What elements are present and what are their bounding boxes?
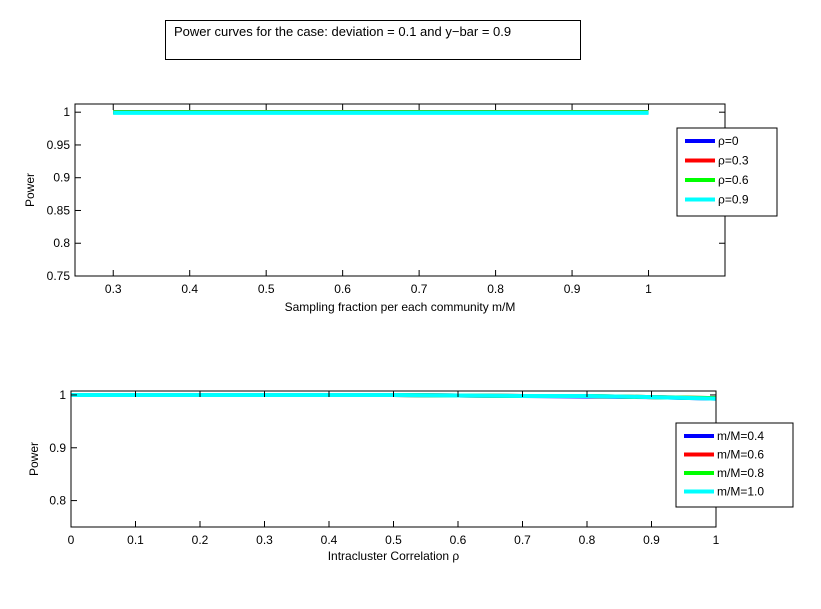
x-tick-label: 0.5 bbox=[258, 282, 275, 296]
x-tick-label: 0.3 bbox=[105, 282, 122, 296]
y-tick-label: 0.8 bbox=[53, 236, 70, 250]
x-tick-label: 1 bbox=[645, 282, 652, 296]
x-tick-label: 0.4 bbox=[181, 282, 198, 296]
figure-title: Power curves for the case: deviation = 0… bbox=[174, 24, 512, 39]
axes-box bbox=[70, 390, 717, 528]
x-tick-label: 0 bbox=[68, 533, 75, 547]
legend: ρ=0 ρ=0.3 ρ=0.6 ρ=0.9 bbox=[676, 127, 778, 217]
y-axis-label: Power bbox=[23, 173, 37, 207]
legend-label: ρ=0.3 bbox=[718, 154, 749, 168]
x-tick-label: 0.1 bbox=[127, 533, 144, 547]
y-tick-label: 0.85 bbox=[47, 203, 71, 217]
x-tick-label: 0.9 bbox=[643, 533, 660, 547]
y-tick-label: 0.9 bbox=[49, 441, 66, 455]
legend: m/M=0.4 m/M=0.6 m/M=0.8 m/M=1.0 bbox=[675, 422, 794, 508]
axes-box bbox=[74, 103, 726, 277]
y-tick-label: 1 bbox=[59, 388, 66, 402]
y-tick-label: 0.75 bbox=[47, 269, 71, 283]
y-tick-label: 0.95 bbox=[47, 138, 71, 152]
y-tick-label: 1 bbox=[63, 105, 70, 119]
x-tick-label: 0.3 bbox=[256, 533, 273, 547]
x-tick-label: 0.7 bbox=[411, 282, 428, 296]
y-tick-label: 0.8 bbox=[49, 494, 66, 508]
legend-label: m/M=1.0 bbox=[717, 485, 764, 499]
x-axis-label: Intracluster Correlation ρ bbox=[328, 549, 460, 563]
x-tick-label: 1 bbox=[713, 533, 720, 547]
x-tick-label: 0.8 bbox=[579, 533, 596, 547]
legend-label: ρ=0.6 bbox=[718, 173, 749, 187]
legend-label: m/M=0.6 bbox=[717, 448, 764, 462]
x-tick-label: 0.4 bbox=[321, 533, 338, 547]
legend-label: m/M=0.8 bbox=[717, 466, 764, 480]
legend-label: ρ=0 bbox=[718, 134, 739, 148]
y-axis-label: Power bbox=[27, 442, 41, 476]
figure-title-box: Power curves for the case: deviation = 0… bbox=[165, 20, 581, 60]
y-tick-label: 0.9 bbox=[53, 171, 70, 185]
x-tick-label: 0.6 bbox=[334, 282, 351, 296]
x-tick-label: 0.7 bbox=[514, 533, 531, 547]
x-tick-label: 0.8 bbox=[487, 282, 504, 296]
x-tick-label: 0.5 bbox=[385, 533, 402, 547]
chart-2: 0 0.1 0.2 0.3 0.4 0.5 0.6 0.7 0.8 0.9 1 0.8 0.9 1 Intr… bbox=[27, 388, 794, 563]
chart-1: 0.3 0.4 0.5 0.6 0.7 0.8 0.9 1 0.75 0.8 0.85 0.9 0.95… bbox=[23, 103, 778, 314]
x-axis-label: Sampling fraction per each community m/M bbox=[285, 300, 516, 314]
x-tick-label: 0.6 bbox=[450, 533, 467, 547]
legend-label: m/M=0.4 bbox=[717, 429, 764, 443]
x-tick-label: 0.9 bbox=[564, 282, 581, 296]
x-tick-label: 0.2 bbox=[192, 533, 209, 547]
legend-label: ρ=0.9 bbox=[718, 193, 749, 207]
